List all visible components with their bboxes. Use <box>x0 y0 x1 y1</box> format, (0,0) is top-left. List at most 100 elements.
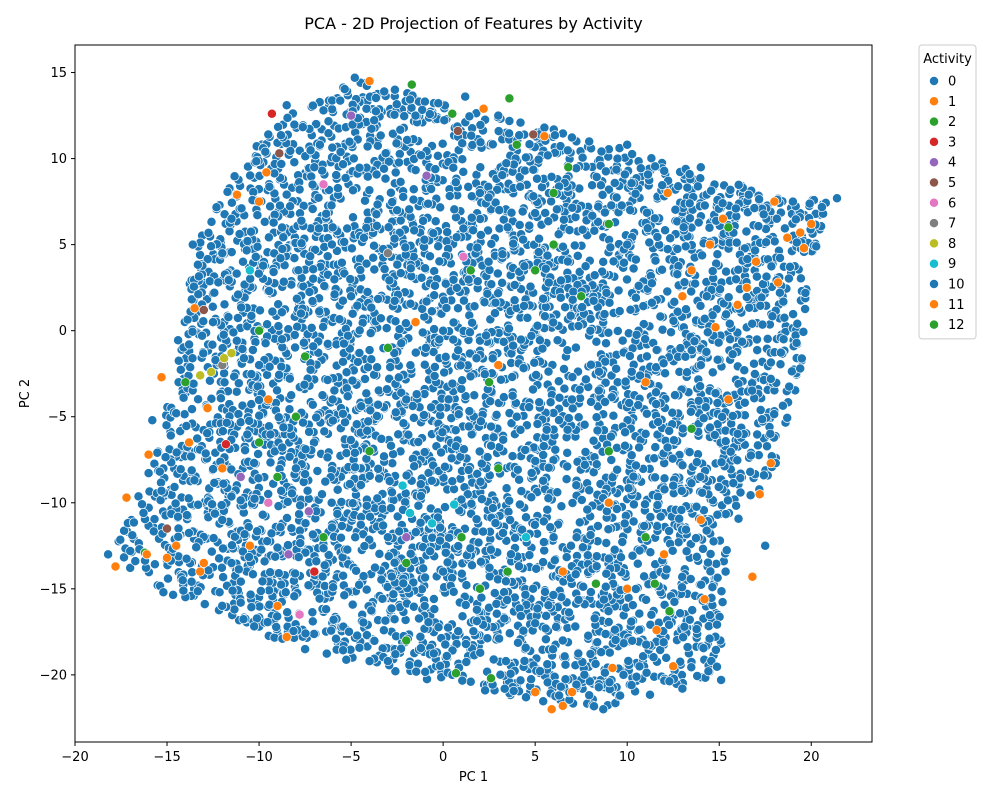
background-point <box>240 445 251 456</box>
background-point <box>291 293 302 304</box>
background-point <box>276 307 287 318</box>
background-point <box>673 261 684 272</box>
background-point <box>440 502 450 513</box>
background-point <box>307 399 318 410</box>
background-point <box>579 419 590 430</box>
background-point <box>260 146 271 157</box>
background-point <box>739 365 750 376</box>
background-point <box>186 465 197 476</box>
background-point <box>693 395 704 406</box>
background-point <box>604 647 615 658</box>
background-point <box>137 499 147 510</box>
background-point <box>518 363 529 374</box>
background-point <box>727 411 738 421</box>
background-point <box>514 474 525 485</box>
background-point <box>226 247 237 258</box>
background-point <box>559 364 569 374</box>
background-point <box>289 119 300 130</box>
background-point <box>682 367 692 378</box>
background-point <box>457 611 468 622</box>
background-point <box>516 334 526 345</box>
background-point <box>745 450 756 461</box>
background-point <box>542 504 553 515</box>
background-point <box>331 633 341 644</box>
background-point <box>400 242 411 253</box>
background-point <box>752 440 763 451</box>
background-point <box>494 205 505 216</box>
background-point <box>289 330 300 340</box>
background-point <box>416 272 427 283</box>
background-point <box>209 508 220 519</box>
background-point <box>294 509 305 520</box>
background-point <box>385 362 396 373</box>
background-point <box>645 689 655 700</box>
background-point <box>501 483 512 494</box>
background-point <box>620 376 631 387</box>
background-point <box>443 622 454 633</box>
background-point <box>545 397 556 408</box>
background-point <box>286 488 297 499</box>
background-point <box>211 202 222 213</box>
point-cloud-background <box>113 77 831 712</box>
background-point <box>668 435 679 446</box>
background-point <box>244 552 255 562</box>
background-point <box>692 671 703 681</box>
background-point <box>756 292 767 303</box>
background-point <box>178 585 189 596</box>
background-point <box>415 643 426 654</box>
background-point <box>627 600 638 611</box>
background-point <box>270 551 281 562</box>
background-point <box>567 498 578 508</box>
background-point <box>227 540 237 551</box>
background-point <box>699 313 710 324</box>
background-point <box>227 585 238 596</box>
background-point <box>574 517 585 528</box>
background-point <box>350 462 361 473</box>
background-point <box>731 237 742 248</box>
background-point <box>385 187 396 198</box>
background-point <box>554 392 565 403</box>
background-point <box>408 184 419 195</box>
background-point <box>317 571 328 582</box>
background-point <box>710 645 721 655</box>
background-point <box>498 336 509 347</box>
background-point <box>354 348 365 358</box>
background-point <box>484 562 495 573</box>
background-point <box>662 286 673 297</box>
background-point <box>235 576 246 587</box>
background-point <box>705 566 716 577</box>
background-point <box>577 302 588 313</box>
background-point <box>154 466 165 477</box>
background-point <box>540 208 551 218</box>
background-point <box>769 236 780 247</box>
background-point <box>569 240 580 251</box>
background-point <box>332 508 343 519</box>
background-point <box>525 281 536 292</box>
background-point <box>562 461 573 472</box>
background-point <box>755 405 766 415</box>
background-point <box>498 434 509 445</box>
background-point <box>608 256 619 267</box>
background-point <box>548 644 558 655</box>
background-point <box>619 257 629 268</box>
background-point <box>549 130 560 141</box>
background-point <box>335 95 346 106</box>
background-point <box>303 580 314 591</box>
background-point <box>262 319 273 330</box>
background-point <box>555 292 566 303</box>
background-point <box>691 551 702 562</box>
background-point <box>415 517 426 528</box>
background-point <box>334 314 345 325</box>
background-point <box>440 639 451 650</box>
background-point <box>745 490 756 501</box>
background-point <box>684 169 695 180</box>
background-point <box>771 213 782 224</box>
background-point <box>242 429 253 440</box>
background-point <box>259 556 270 567</box>
background-point <box>540 586 550 597</box>
background-point <box>426 475 437 486</box>
background-point <box>322 338 333 349</box>
background-point <box>633 400 644 411</box>
background-point <box>358 232 369 243</box>
background-point <box>515 181 526 192</box>
